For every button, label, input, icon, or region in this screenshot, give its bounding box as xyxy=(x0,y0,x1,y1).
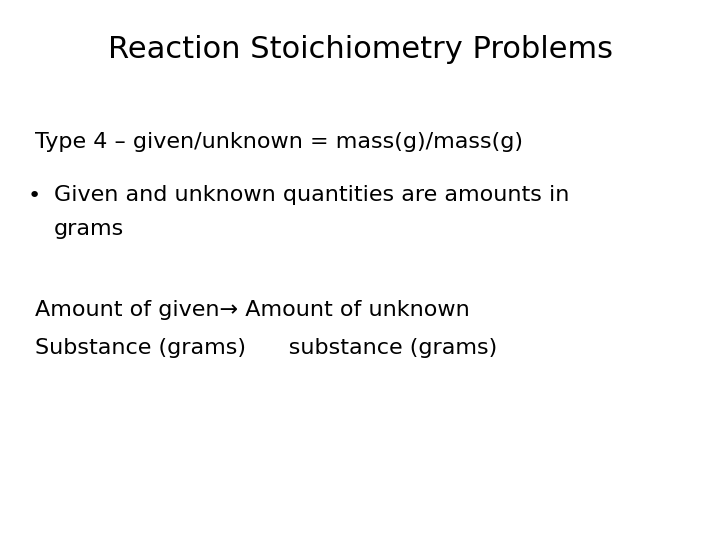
Text: Given and unknown quantities are amounts in: Given and unknown quantities are amounts… xyxy=(54,185,570,205)
Text: Substance (grams)      substance (grams): Substance (grams) substance (grams) xyxy=(35,338,497,357)
Text: Reaction Stoichiometry Problems: Reaction Stoichiometry Problems xyxy=(107,35,613,64)
Text: Amount of given→ Amount of unknown: Amount of given→ Amount of unknown xyxy=(35,300,469,320)
Text: grams: grams xyxy=(54,219,125,239)
Text: •: • xyxy=(27,186,40,206)
Text: Type 4 – given/unknown = mass(g)/mass(g): Type 4 – given/unknown = mass(g)/mass(g) xyxy=(35,132,523,152)
